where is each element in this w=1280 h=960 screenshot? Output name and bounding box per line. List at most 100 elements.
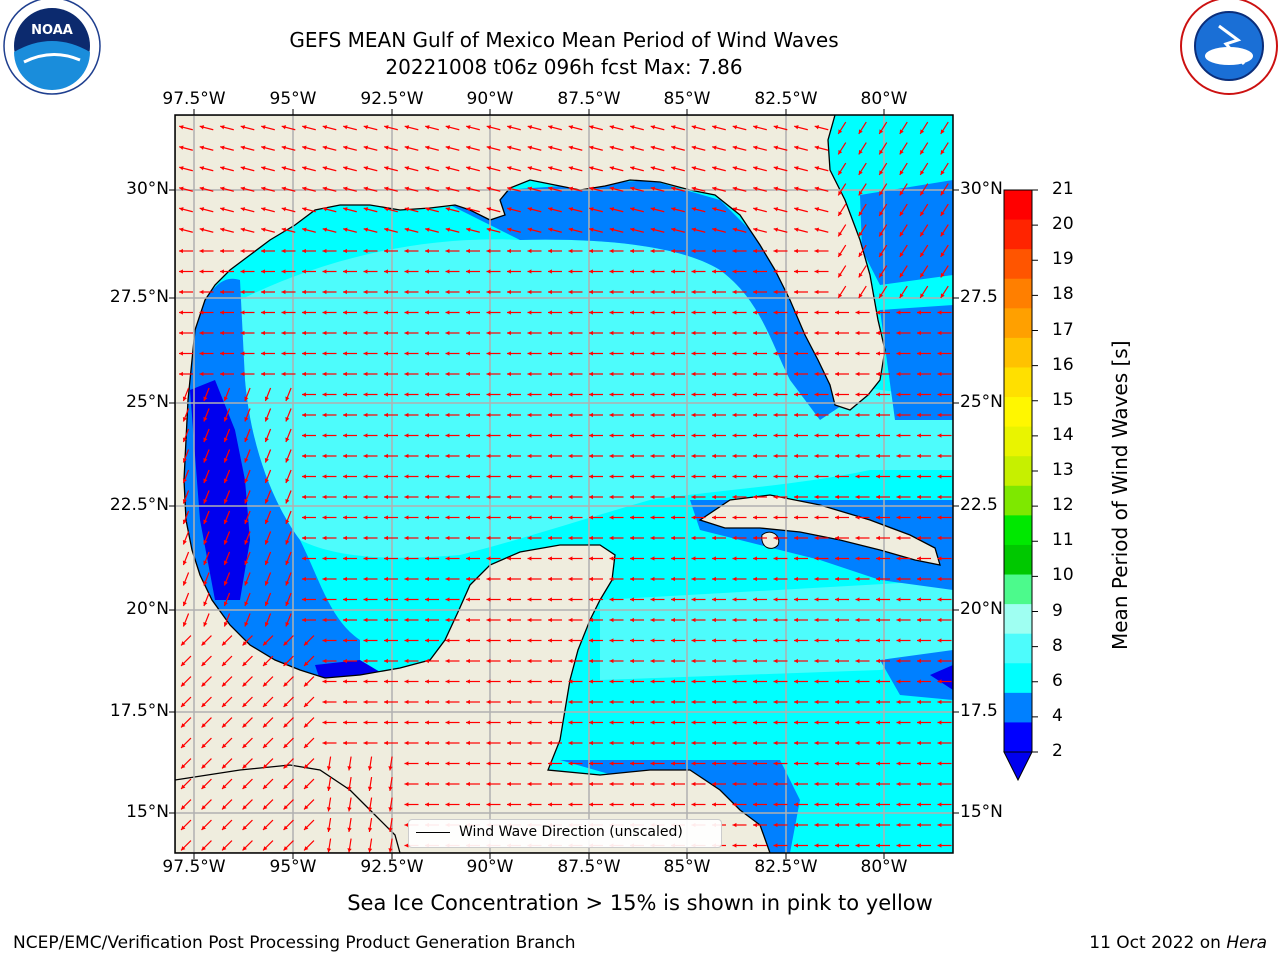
- wind-arrow-head: [445, 412, 450, 418]
- wind-arrow-head: [753, 822, 757, 828]
- wind-arrow-head: [773, 679, 778, 684]
- wind-arrow-head: [445, 576, 450, 582]
- wind-arrow-head: [609, 535, 614, 541]
- wind-arrow-head: [507, 186, 512, 191]
- wind-arrow-head: [650, 761, 655, 766]
- wind-arrow-head: [179, 289, 183, 295]
- wind-arrow-head: [650, 597, 655, 602]
- wind-arrow-head: [466, 453, 470, 459]
- wind-arrow-head: [343, 720, 347, 725]
- wind-arrow-head: [773, 453, 778, 459]
- wind-arrow-head: [240, 125, 246, 130]
- wind-arrow-head: [486, 269, 491, 274]
- wind-arrow-head: [732, 125, 738, 130]
- wind-arrow-head: [650, 474, 655, 479]
- wind-arrow-head: [343, 166, 348, 171]
- wind-arrow-head: [384, 535, 388, 541]
- wind-arrow-head: [920, 170, 925, 175]
- wind-arrow-head: [244, 458, 249, 463]
- wind-arrow-head: [285, 437, 290, 443]
- wind-arrow-head: [650, 125, 656, 130]
- wind-arrow-head: [425, 269, 429, 274]
- wind-arrow-head: [773, 535, 778, 541]
- wind-arrow-head: [486, 781, 491, 787]
- wind-arrow-head: [896, 330, 901, 336]
- wind-arrow-head: [507, 781, 511, 787]
- wind-arrow-head: [527, 289, 532, 295]
- wind-arrow-head: [732, 781, 737, 787]
- wind-arrow-head: [835, 576, 839, 582]
- wind-arrow-head: [507, 699, 511, 705]
- wind-arrow-head: [283, 825, 288, 830]
- wind-arrow-head: [263, 805, 268, 810]
- wind-arrow-head: [937, 453, 942, 459]
- wind-arrow-head: [507, 351, 511, 356]
- wind-arrow-head: [322, 515, 327, 520]
- legend-label: Wind Wave Direction (unscaled): [459, 824, 683, 840]
- wind-arrow-head: [302, 576, 306, 582]
- wind-arrow-head: [466, 556, 470, 561]
- wind-arrow-head: [671, 330, 675, 336]
- wind-arrow-head: [630, 535, 634, 541]
- lon-label-bottom: 92.5°W: [360, 857, 424, 877]
- long-period-zone: [240, 239, 953, 558]
- wind-arrow-head: [917, 761, 921, 766]
- wind-arrow-head: [548, 761, 552, 766]
- wind-arrow-head: [855, 720, 860, 725]
- wind-arrow-head: [199, 248, 204, 254]
- lon-label-bottom: 97.5°W: [162, 857, 226, 877]
- wind-arrow-head: [835, 494, 839, 500]
- wind-arrow-head: [691, 269, 696, 274]
- footer-date: 11 Oct 2022 on Hera: [1089, 933, 1267, 953]
- wind-arrow-head: [671, 740, 675, 746]
- wind-arrow-head: [302, 453, 306, 459]
- wind-arrow-head: [507, 269, 511, 274]
- wind-arrow-head: [384, 289, 388, 295]
- wind-arrow-head: [876, 494, 880, 500]
- wind-arrow-head: [917, 720, 921, 725]
- wind-arrow-head: [203, 458, 208, 463]
- wind-arrow-head: [879, 129, 884, 134]
- wind-arrow-head: [363, 535, 368, 541]
- wind-arrow-head: [937, 392, 942, 397]
- wind-arrow-head: [242, 805, 247, 810]
- wind-arrow-head: [199, 351, 204, 356]
- wind-arrow-head: [425, 617, 429, 623]
- wind-arrow-head: [425, 371, 429, 377]
- wind-arrow-head: [650, 310, 655, 315]
- wind-arrow-head: [466, 269, 470, 274]
- wind-arrow-head: [384, 186, 389, 191]
- wind-arrow-head: [244, 396, 249, 402]
- wind-arrow-head: [794, 351, 798, 356]
- wind-arrow-head: [671, 802, 675, 807]
- wind-arrow-head: [732, 617, 737, 623]
- wind-arrow-head: [343, 556, 347, 561]
- wind-arrow-head: [937, 351, 942, 356]
- wind-arrow-head: [609, 494, 614, 500]
- colorbar: [1003, 189, 1038, 782]
- wind-arrow-head: [486, 392, 491, 397]
- wind-arrow-head: [384, 392, 388, 397]
- wind-arrow-head: [876, 761, 880, 766]
- wind-arrow-head: [322, 453, 327, 459]
- wind-arrow-head: [937, 576, 942, 582]
- wind-arrow-head: [548, 412, 552, 418]
- wind-arrow-head: [466, 412, 470, 418]
- wind-arrow-head: [568, 679, 573, 684]
- colorbar-extend-arrow: [1003, 751, 1033, 782]
- wind-arrow-head: [876, 740, 880, 746]
- wind-arrow-head: [650, 638, 655, 643]
- wind-arrow-head: [630, 412, 634, 418]
- colorbar-swatch: [1004, 544, 1032, 576]
- wind-arrow-head: [363, 556, 368, 561]
- wind-arrow-head: [223, 560, 228, 566]
- wind-arrow-head: [671, 576, 675, 582]
- wind-arrow-head: [425, 412, 429, 418]
- wind-arrow-head: [507, 412, 511, 418]
- wind-arrow-head: [917, 412, 921, 418]
- wind-arrow-head: [322, 227, 328, 232]
- wind-arrow-head: [917, 535, 921, 541]
- wind-arrow-head: [671, 289, 675, 295]
- wind-arrow-head: [507, 289, 511, 295]
- wind-arrow-head: [181, 764, 186, 769]
